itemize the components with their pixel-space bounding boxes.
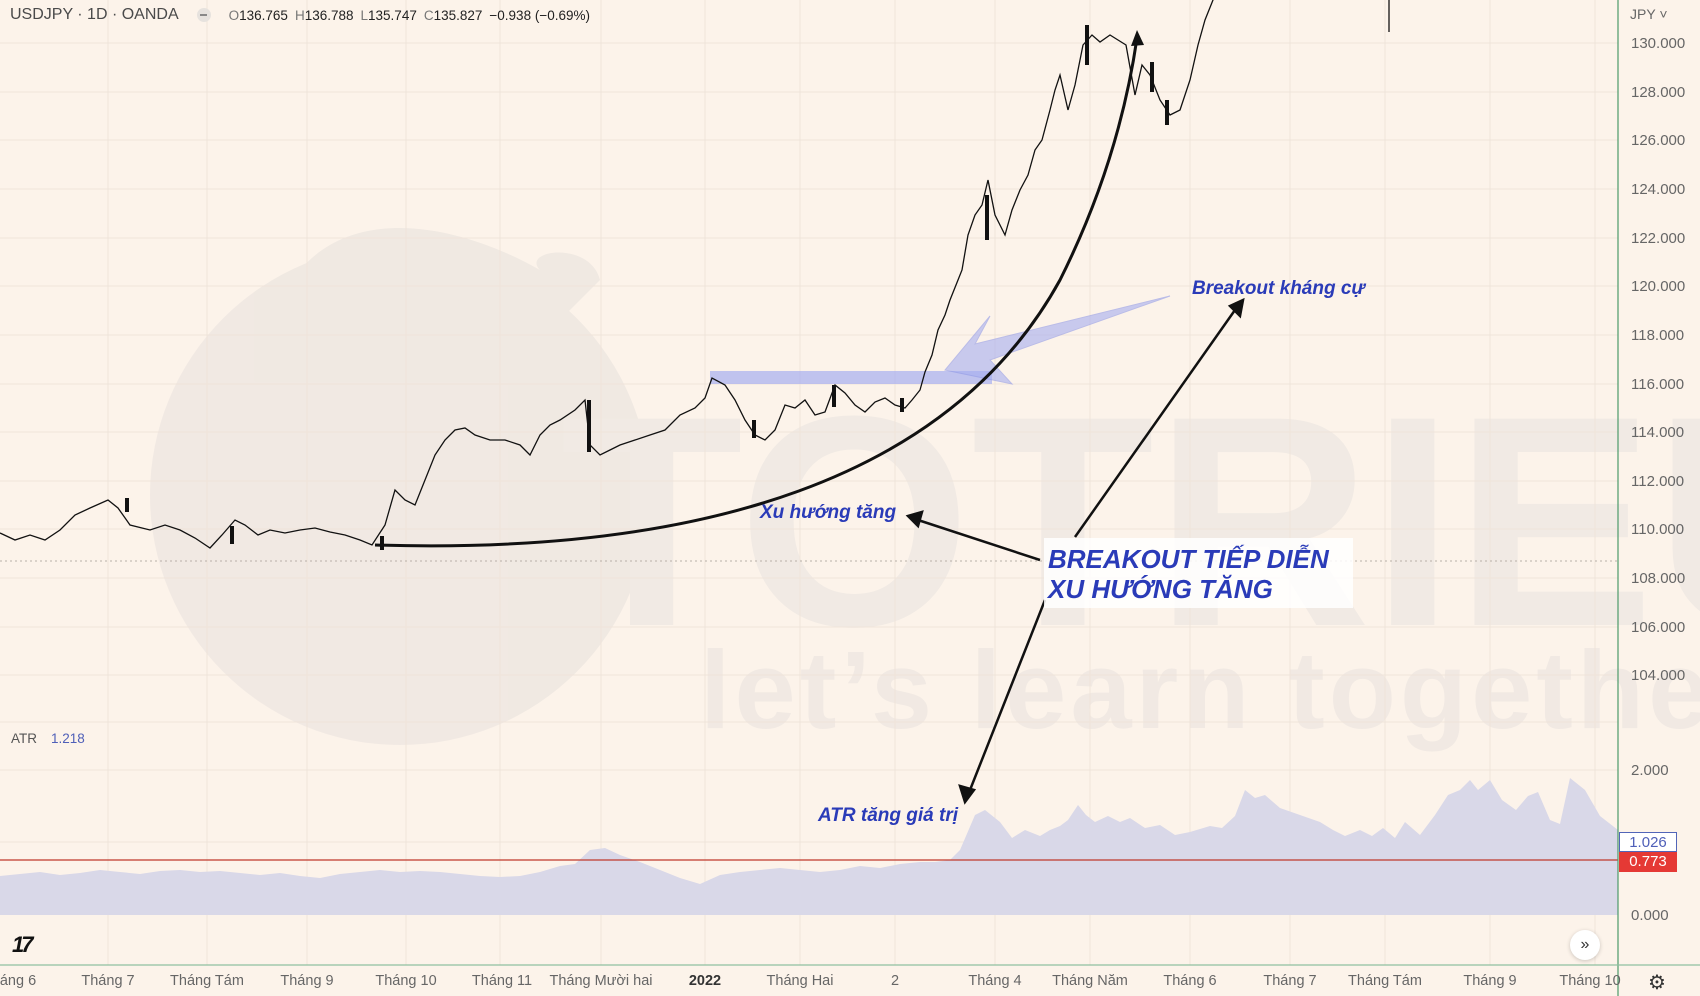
currency-dropdown[interactable]: JPY ˅: [1630, 6, 1668, 22]
atr-line-tag: 0.773: [1619, 852, 1677, 872]
breakout-arrow-shape: [944, 295, 1171, 385]
candle-bodies: [125, 25, 1169, 550]
svg-text:TOTRIEU: TOTRIEU: [560, 353, 1700, 689]
annotation-arrows: [905, 297, 1245, 805]
atr-tick-2: 2.000: [1631, 762, 1669, 779]
tradingview-logo-icon[interactable]: 17: [12, 932, 34, 957]
annotation-main: BREAKOUT TIẾP DIỄN XU HƯỚNG TĂNG: [1044, 538, 1353, 608]
grid: [0, 0, 1618, 965]
change-value: −0.938 (−0.69%): [489, 7, 590, 23]
settings-gear-icon[interactable]: ⚙: [1648, 972, 1666, 994]
annotation-atr-up: ATR tăng giá trị: [818, 805, 959, 826]
svg-text:let’s learn together: let’s learn together: [700, 629, 1700, 752]
atr-area: [0, 778, 1618, 915]
resistance-zone: [710, 371, 992, 384]
ohlc-values: O136.765 H136.788 L135.747 C135.827 −0.9…: [228, 7, 590, 23]
scroll-to-realtime-button[interactable]: »: [1570, 930, 1600, 960]
symbol-title[interactable]: USDJPY · 1D · OANDA: [10, 6, 179, 23]
annotation-uptrend: Xu hướng tăng: [760, 502, 897, 523]
atr-legend[interactable]: ATR 1.218: [11, 731, 85, 746]
atr-current-tag: 1.026: [1619, 832, 1677, 852]
annotation-breakout-resistance: Breakout kháng cự: [1192, 278, 1365, 299]
atr-tick-0: 0.000: [1631, 907, 1669, 924]
price-series: [0, 0, 1390, 549]
collapse-icon[interactable]: [196, 8, 211, 22]
chart-header: USDJPY · 1D · OANDA O136.765 H136.788 L1…: [10, 6, 590, 24]
uptrend-curve: [374, 37, 1139, 548]
watermark-logo: TOTRIEU let’s learn together: [150, 228, 1700, 752]
